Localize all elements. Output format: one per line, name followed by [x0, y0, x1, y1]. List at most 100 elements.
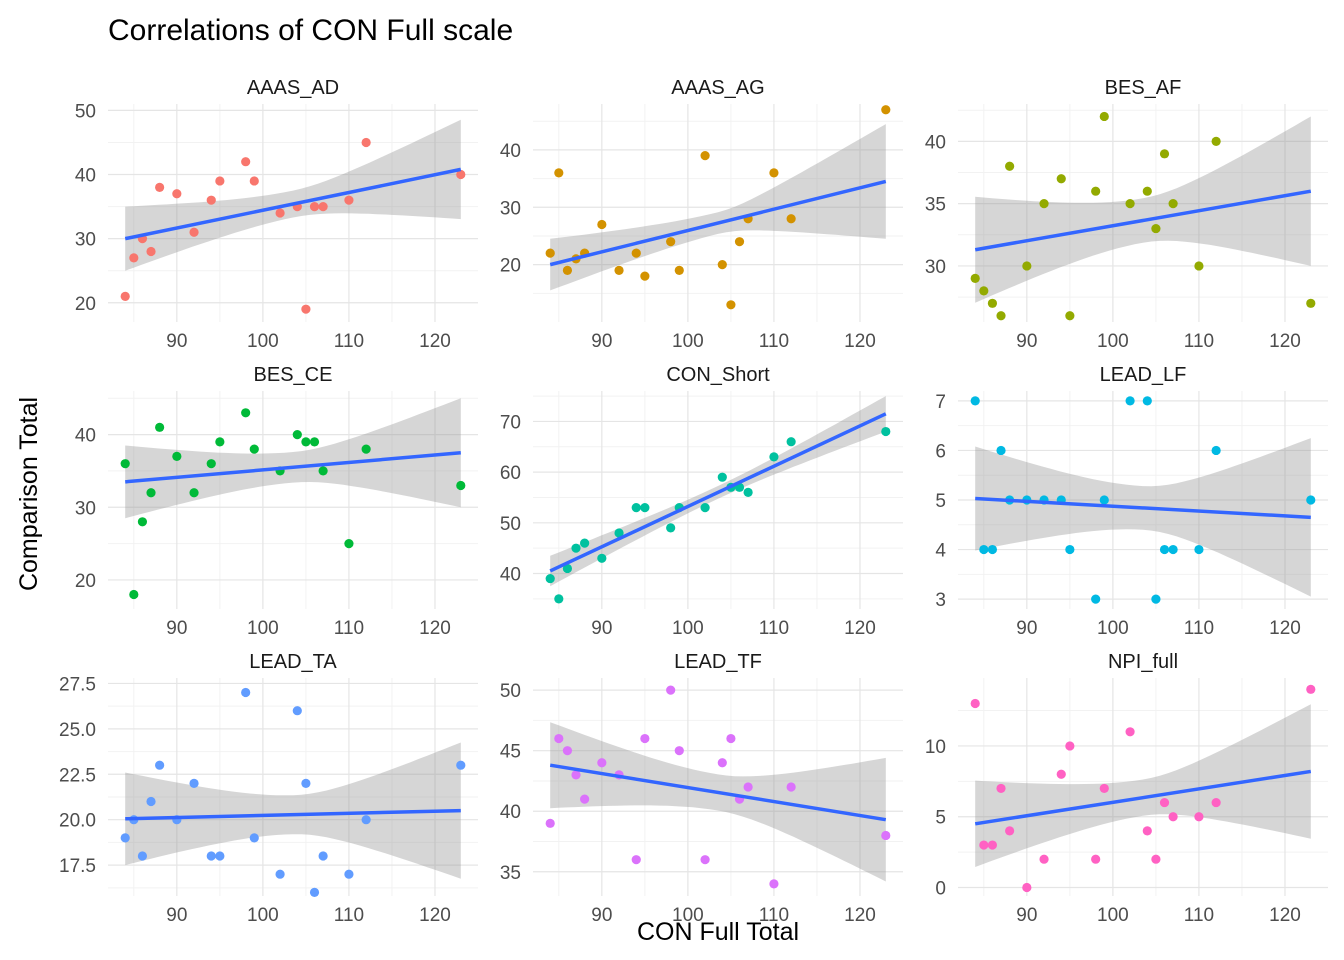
data-point: [146, 246, 156, 257]
data-point: [1142, 826, 1152, 836]
data-point: [344, 869, 354, 879]
data-point: [241, 157, 251, 167]
x-tick-label: 90: [166, 618, 187, 639]
confidence-band: [975, 116, 1311, 303]
facet-AAAS_AD: 90 100 110 120 20 30 40 50 AAAS_AD: [75, 77, 478, 352]
data-point: [1159, 544, 1170, 555]
data-point: [1091, 186, 1101, 196]
facet-LEAD_TF: 90 100 110 120 35 40 45 50 LEAD_TF: [500, 651, 903, 926]
y-tick-label: 50: [500, 514, 521, 535]
x-tick-label: 120: [419, 331, 451, 352]
data-point: [1065, 311, 1075, 321]
y-tick-label: 20: [500, 256, 521, 277]
data-point: [241, 408, 251, 418]
data-point: [640, 271, 650, 281]
x-tick-label: 100: [247, 331, 279, 352]
data-point: [554, 168, 564, 178]
data-point: [1168, 812, 1178, 822]
data-point: [979, 286, 989, 296]
data-point: [361, 444, 371, 454]
y-tick-label: 27.5: [59, 674, 96, 695]
data-point: [996, 311, 1006, 321]
x-tick-label: 120: [1269, 331, 1301, 352]
x-tick-label: 120: [1269, 618, 1301, 639]
data-point: [1099, 111, 1109, 122]
x-tick-label: 120: [419, 905, 451, 926]
data-point: [1125, 199, 1135, 209]
data-point: [301, 778, 311, 788]
x-tick-label: 110: [334, 905, 364, 926]
data-point: [241, 687, 251, 698]
data-point: [545, 248, 555, 258]
data-point: [155, 422, 165, 432]
data-point: [1151, 854, 1161, 864]
regression-line: [125, 451, 461, 484]
data-point: [631, 503, 641, 513]
data-point: [120, 833, 130, 843]
data-point: [1022, 882, 1032, 893]
facet-NPI_full: 90 100 110 120 0 5 10 NPI_full: [925, 651, 1328, 926]
data-point: [717, 472, 727, 482]
y-tick-label: 50: [500, 681, 521, 702]
data-point: [674, 265, 684, 275]
data-point: [1091, 854, 1101, 864]
facet-strip-label: BES_AF: [1105, 77, 1182, 99]
facet-BES_AF: 90 100 110 120 30 35 40 BES_AF: [925, 77, 1328, 352]
data-point: [129, 253, 139, 263]
y-axis-title: Comparison Total: [15, 397, 43, 591]
x-tick-label: 120: [419, 618, 451, 639]
data-point: [1065, 544, 1075, 555]
y-tick-label: 35: [500, 863, 521, 884]
data-point: [1005, 161, 1015, 171]
data-point: [1039, 854, 1049, 864]
data-point: [292, 706, 302, 716]
data-point: [249, 176, 259, 186]
data-point: [554, 733, 564, 744]
data-point: [979, 840, 989, 850]
data-point: [137, 517, 148, 527]
y-tick-label: 40: [75, 166, 96, 187]
x-tick-label: 120: [844, 618, 876, 639]
y-tick-label: 30: [500, 198, 521, 219]
facet-LEAD_LF: 90 100 110 120 3 4 5 6 7 LEAD_LF: [935, 364, 1328, 639]
y-tick-label: 40: [925, 132, 946, 153]
regression-line: [549, 763, 887, 822]
x-tick-label: 100: [1097, 905, 1129, 926]
y-tick-label: 20: [75, 571, 96, 592]
data-point: [700, 151, 710, 161]
x-tick-label: 100: [1097, 331, 1129, 352]
x-tick-label: 120: [844, 905, 876, 926]
data-point: [881, 830, 891, 841]
data-point: [292, 430, 302, 440]
data-point: [206, 459, 216, 469]
data-point: [545, 818, 555, 828]
data-point: [456, 169, 466, 180]
data-point: [1306, 495, 1316, 505]
data-point: [769, 879, 779, 889]
data-point: [726, 300, 736, 310]
confidence-band: [125, 742, 461, 879]
data-point: [881, 426, 891, 437]
data-point: [1022, 261, 1032, 271]
data-point: [1039, 199, 1049, 209]
data-point: [120, 459, 130, 469]
data-point: [318, 466, 328, 476]
y-tick-label: 60: [500, 463, 521, 484]
data-point: [734, 237, 745, 247]
y-tick-label: 40: [500, 141, 521, 162]
facet-BES_CE: 90 100 110 120 20 30 40 BES_CE: [75, 364, 478, 639]
data-point: [344, 195, 354, 205]
x-tick-label: 100: [672, 905, 704, 926]
data-point: [769, 452, 779, 462]
data-point: [666, 685, 676, 695]
facet-strip-label: AAAS_AG: [671, 77, 764, 99]
x-tick-label: 90: [591, 331, 612, 352]
data-point: [206, 851, 216, 861]
x-tick-label: 110: [334, 618, 364, 639]
data-point: [1211, 136, 1221, 146]
regression-line: [125, 808, 461, 821]
data-point: [249, 833, 259, 843]
data-point: [129, 589, 139, 600]
